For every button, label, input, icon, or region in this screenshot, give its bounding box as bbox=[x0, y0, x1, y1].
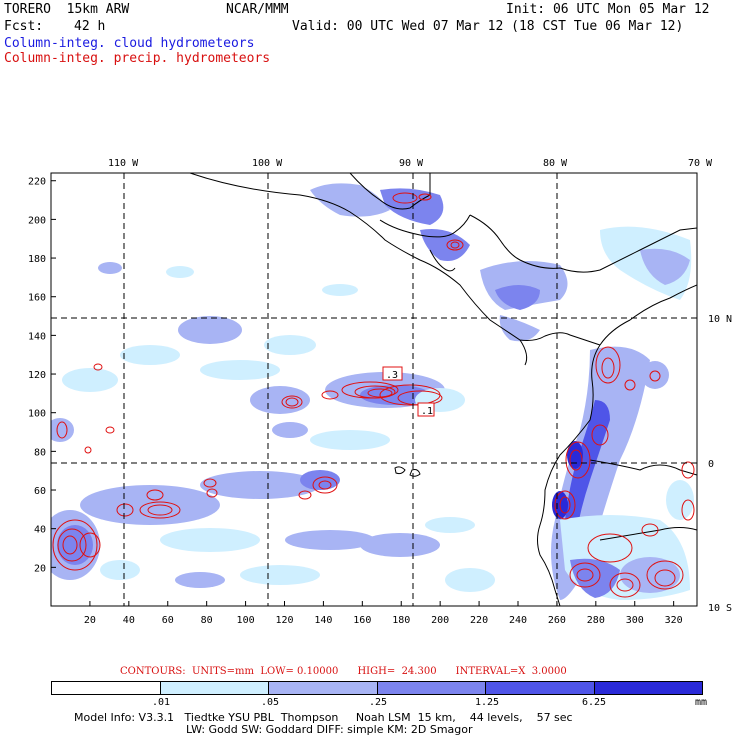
colorbar-bin-2 bbox=[269, 682, 378, 694]
x-tick-label: 80 bbox=[201, 615, 213, 626]
y-tick-label: 180 bbox=[28, 254, 46, 265]
model-title: TORERO 15km ARW bbox=[4, 2, 130, 17]
lon-label-100w: 100 W bbox=[252, 158, 283, 169]
contour-label-01: .1 bbox=[421, 406, 433, 417]
lon-label-70w: 70 W bbox=[688, 158, 713, 169]
x-tick-label: 160 bbox=[353, 615, 371, 626]
coastlines bbox=[189, 173, 697, 606]
colorbar-bin-1 bbox=[160, 682, 269, 694]
y-tick-label: 20 bbox=[34, 563, 46, 574]
lat-label-10n: 10 N bbox=[708, 314, 732, 325]
y-tick-label: 220 bbox=[28, 177, 46, 188]
x-tick-label: 180 bbox=[392, 615, 410, 626]
colorbar-label-625: 6.25 bbox=[582, 697, 607, 708]
lat-lon-grid bbox=[51, 173, 697, 606]
x-tick-label: 40 bbox=[123, 615, 135, 626]
y-tick-label: 80 bbox=[34, 447, 46, 458]
contours-info: CONTOURS: UNITS=mm LOW= 0.10000 HIGH= 24… bbox=[120, 666, 567, 677]
y-tick-label: 60 bbox=[34, 486, 46, 497]
lon-label-80w: 80 W bbox=[543, 158, 568, 169]
precip-contours bbox=[52, 192, 695, 598]
colorbar-unit: mm bbox=[695, 697, 708, 708]
field-cloud-label: Column-integ. cloud hydrometeors bbox=[4, 36, 255, 51]
x-tick-label: 140 bbox=[314, 615, 332, 626]
lon-label-110w: 110 W bbox=[108, 158, 139, 169]
model-info: Model Info: V3.3.1 Tiedtke YSU PBL Thomp… bbox=[74, 712, 573, 736]
model-info-line2: LW: Godd SW: Goddard DIFF: simple KM: 2D… bbox=[186, 723, 473, 736]
valid-time: Valid: 00 UTC Wed 07 Mar 12 (18 CST Tue … bbox=[292, 19, 684, 34]
lat-label-0: 0 bbox=[708, 459, 714, 470]
x-tick-label: 320 bbox=[665, 615, 683, 626]
x-tick-label: 60 bbox=[162, 615, 174, 626]
contour-label-03: .3 bbox=[386, 370, 398, 381]
fcst-value: 42 h bbox=[74, 19, 106, 34]
x-tick-label: 260 bbox=[548, 615, 566, 626]
lon-label-90w: 90 W bbox=[399, 158, 424, 169]
y-tick-label: 140 bbox=[28, 331, 46, 342]
colorbar-bin-0 bbox=[52, 682, 161, 694]
org-label: NCAR/MMM bbox=[226, 2, 289, 17]
colorbar-label-001: .01 bbox=[152, 697, 171, 708]
y-tick-label: 200 bbox=[28, 215, 46, 226]
colorbar-bin-3 bbox=[377, 682, 486, 694]
fcst-label: Fcst: bbox=[4, 19, 44, 34]
y-tick-label: 120 bbox=[28, 370, 46, 381]
colorbar-bin-5 bbox=[594, 682, 702, 694]
x-tick-label: 280 bbox=[587, 615, 605, 626]
lat-label-10s: 10 S bbox=[708, 603, 732, 614]
y-tick-label: 160 bbox=[28, 293, 46, 304]
model-info-line1: Model Info: V3.3.1 Tiedtke YSU PBL Thomp… bbox=[74, 711, 573, 724]
colorbar-label-005: .05 bbox=[261, 697, 280, 708]
y-tick-label: 40 bbox=[34, 525, 46, 536]
y-axis-ticks: 20 40 60 80 100 120 140 160 180 200 220 bbox=[28, 177, 56, 574]
plot-frame bbox=[50, 172, 698, 607]
colorbar bbox=[51, 681, 703, 695]
contour-labels: .3 .1 bbox=[382, 366, 435, 417]
x-tick-label: 240 bbox=[509, 615, 527, 626]
x-tick-label: 120 bbox=[275, 615, 293, 626]
x-tick-label: 300 bbox=[626, 615, 644, 626]
field-precip-label: Column-integ. precip. hydrometeors bbox=[4, 51, 271, 66]
x-tick-label: 220 bbox=[470, 615, 488, 626]
x-tick-label: 20 bbox=[84, 615, 96, 626]
y-tick-label: 100 bbox=[28, 409, 46, 420]
colorbar-label-125: 1.25 bbox=[475, 697, 500, 708]
colorbar-bin-4 bbox=[486, 682, 595, 694]
x-tick-label: 100 bbox=[237, 615, 255, 626]
x-tick-label: 200 bbox=[431, 615, 449, 626]
colorbar-label-025: .25 bbox=[369, 697, 388, 708]
x-axis-ticks: 20 40 60 80 100 120 140 160 180 200 220 240 260 280 30… bbox=[84, 601, 683, 626]
init-time: Init: 06 UTC Mon 05 Mar 12 bbox=[506, 2, 710, 17]
